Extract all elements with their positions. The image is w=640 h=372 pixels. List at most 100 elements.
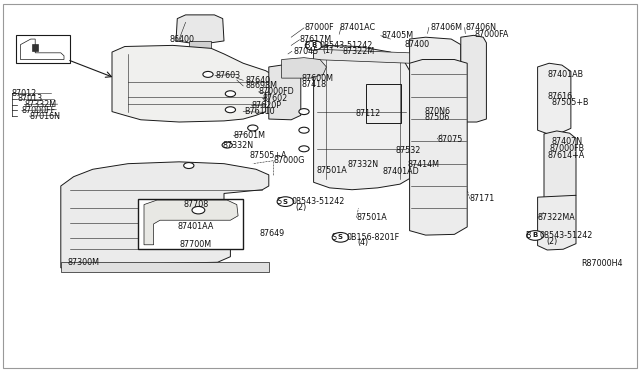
- Polygon shape: [410, 37, 461, 71]
- Circle shape: [305, 41, 322, 50]
- Circle shape: [332, 232, 349, 242]
- Text: 87418: 87418: [301, 80, 326, 89]
- Circle shape: [248, 125, 258, 131]
- Text: 87013: 87013: [17, 94, 42, 103]
- Text: 87601M: 87601M: [234, 131, 266, 140]
- Text: 87506: 87506: [425, 113, 450, 122]
- Text: 87406M: 87406M: [430, 23, 462, 32]
- Polygon shape: [32, 44, 38, 51]
- Text: 08543-51242: 08543-51242: [540, 231, 593, 240]
- Polygon shape: [144, 200, 238, 245]
- Text: 87700M: 87700M: [179, 240, 211, 249]
- Text: 87501A: 87501A: [356, 213, 387, 222]
- Text: 87505+A: 87505+A: [250, 151, 287, 160]
- Polygon shape: [61, 262, 269, 272]
- Text: 87112: 87112: [355, 109, 380, 118]
- Bar: [366, 84, 401, 123]
- Polygon shape: [538, 63, 571, 134]
- Text: 88698M: 88698M: [246, 81, 278, 90]
- Polygon shape: [176, 15, 224, 43]
- Text: 87400: 87400: [404, 40, 429, 49]
- Circle shape: [184, 163, 194, 169]
- Text: 87401AD: 87401AD: [383, 167, 419, 176]
- Polygon shape: [461, 35, 486, 122]
- Text: 86400: 86400: [170, 35, 195, 44]
- Text: 87332N: 87332N: [223, 141, 254, 150]
- Text: R87000H4: R87000H4: [581, 259, 623, 268]
- Circle shape: [192, 206, 205, 214]
- Polygon shape: [544, 131, 576, 201]
- Bar: [138, 199, 243, 249]
- Text: 87000FA: 87000FA: [475, 30, 509, 39]
- Text: 87000FD: 87000FD: [259, 87, 294, 96]
- Text: S: S: [276, 197, 282, 206]
- Text: 87016N: 87016N: [29, 112, 60, 121]
- Text: 08543-51242: 08543-51242: [291, 197, 344, 206]
- Text: (2): (2): [546, 237, 557, 246]
- Text: 87620P: 87620P: [252, 101, 282, 110]
- Text: (4): (4): [357, 238, 368, 247]
- Polygon shape: [410, 60, 467, 235]
- Text: 87407N: 87407N: [552, 137, 583, 146]
- Polygon shape: [314, 45, 410, 190]
- Text: B76110: B76110: [244, 107, 275, 116]
- Text: 87616: 87616: [547, 92, 572, 101]
- Text: 87414M: 87414M: [407, 160, 439, 169]
- Text: 87012: 87012: [12, 89, 36, 97]
- Text: B: B: [311, 42, 316, 48]
- Text: 87602: 87602: [262, 94, 287, 103]
- Text: 87532: 87532: [396, 146, 421, 155]
- Text: 87401AB: 87401AB: [547, 70, 583, 79]
- Polygon shape: [538, 195, 576, 250]
- Circle shape: [299, 146, 309, 152]
- Circle shape: [277, 197, 294, 206]
- Text: 87000G: 87000G: [273, 156, 305, 165]
- Text: 87045: 87045: [293, 47, 318, 56]
- Text: S: S: [332, 233, 337, 242]
- Circle shape: [299, 109, 309, 115]
- Polygon shape: [61, 162, 269, 268]
- Bar: [16, 35, 70, 63]
- Text: 87171: 87171: [470, 194, 495, 203]
- Text: (2): (2): [295, 203, 307, 212]
- Circle shape: [203, 71, 213, 77]
- Text: 870N6: 870N6: [425, 107, 451, 116]
- Text: 87322MA: 87322MA: [538, 213, 575, 222]
- Text: 87617M: 87617M: [300, 35, 332, 44]
- Text: S: S: [283, 199, 288, 205]
- Text: (1): (1): [323, 46, 333, 55]
- Text: 87000FB: 87000FB: [549, 144, 584, 153]
- Text: 08543-51242: 08543-51242: [319, 41, 372, 50]
- Circle shape: [299, 127, 309, 133]
- Text: 87600M: 87600M: [301, 74, 333, 83]
- Text: 87501A: 87501A: [316, 166, 347, 174]
- Circle shape: [225, 107, 236, 113]
- Text: 87332M: 87332M: [24, 100, 56, 109]
- Text: 87405M: 87405M: [381, 31, 413, 40]
- Text: 87000FF: 87000FF: [22, 106, 56, 115]
- Polygon shape: [282, 58, 326, 78]
- Text: B: B: [304, 41, 310, 50]
- Text: 87649: 87649: [260, 230, 285, 238]
- Polygon shape: [204, 53, 210, 60]
- Text: 87000F: 87000F: [305, 23, 334, 32]
- Text: B: B: [532, 232, 538, 238]
- Text: 87406N: 87406N: [466, 23, 497, 32]
- Text: 87075: 87075: [437, 135, 463, 144]
- Text: 87603: 87603: [215, 71, 240, 80]
- Text: B: B: [525, 231, 531, 240]
- Text: 87322M: 87322M: [342, 47, 374, 56]
- Polygon shape: [269, 65, 301, 120]
- Polygon shape: [112, 45, 275, 122]
- Text: 87708: 87708: [183, 200, 208, 209]
- Polygon shape: [314, 49, 410, 63]
- Circle shape: [527, 231, 543, 240]
- Text: 87332N: 87332N: [348, 160, 379, 169]
- Polygon shape: [189, 41, 211, 54]
- Text: 87505+B: 87505+B: [552, 98, 589, 107]
- Text: S: S: [338, 234, 343, 240]
- Text: 0B156-8201F: 0B156-8201F: [346, 233, 399, 242]
- Text: 87401AC: 87401AC: [339, 23, 375, 32]
- Text: 87300M: 87300M: [67, 258, 99, 267]
- Text: 87640: 87640: [246, 76, 271, 85]
